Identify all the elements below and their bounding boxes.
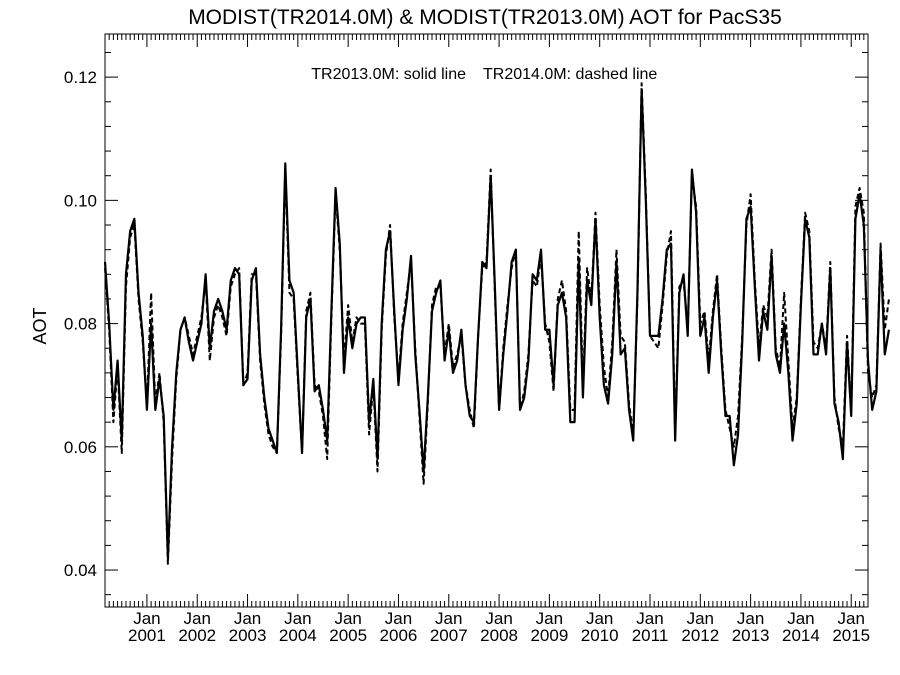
x-tick-label-month: Jan xyxy=(737,609,764,628)
x-tick-label-month: Jan xyxy=(687,609,714,628)
y-tick-label: 0.04 xyxy=(64,561,97,580)
x-tick-label-year: 2001 xyxy=(128,626,166,645)
series-line-tr2013-0m xyxy=(103,88,891,559)
x-tick-label-year: 2014 xyxy=(782,626,820,645)
y-tick-label: 0.12 xyxy=(64,68,97,87)
x-tick-label-month: Jan xyxy=(636,609,663,628)
x-tick-label-month: Jan xyxy=(485,609,512,628)
x-axis: Jan2001Jan2002Jan2003Jan2004Jan2005Jan20… xyxy=(104,34,870,645)
plot-frame xyxy=(104,33,869,608)
y-tick-label: 0.10 xyxy=(64,191,97,210)
plot-area xyxy=(104,33,869,608)
x-tick-label-year: 2015 xyxy=(832,626,870,645)
y-axis-label: AOT xyxy=(30,307,50,344)
x-tick-label-month: Jan xyxy=(284,609,311,628)
x-tick-label-year: 2013 xyxy=(732,626,770,645)
x-tick-label-year: 2003 xyxy=(229,626,267,645)
legend-dashed-note: TR2014.0M: dashed line xyxy=(483,66,657,83)
x-tick-label-year: 2011 xyxy=(632,626,669,645)
x-tick-label-month: Jan xyxy=(586,609,613,628)
x-tick-label-month: Jan xyxy=(385,609,412,628)
x-tick-label-month: Jan xyxy=(234,609,261,628)
x-tick-label-year: 2010 xyxy=(581,626,619,645)
x-tick-label-month: Jan xyxy=(536,609,563,628)
x-tick-label-month: Jan xyxy=(133,609,160,628)
x-tick-label-month: Jan xyxy=(787,609,814,628)
x-tick-label-month: Jan xyxy=(838,609,865,628)
y-axis: 0.04 0.06 0.08 0.10 0.12 xyxy=(64,51,868,596)
x-tick-label-month: Jan xyxy=(334,609,361,628)
x-tick-label-month: Jan xyxy=(435,609,462,628)
y-tick-label: 0.08 xyxy=(64,315,97,334)
x-tick-label-year: 2007 xyxy=(430,626,468,645)
legend-solid-note: TR2013.0M: solid line xyxy=(311,66,466,83)
series-layer xyxy=(103,82,891,565)
x-tick-label-year: 2006 xyxy=(380,626,418,645)
x-tick-label-year: 2004 xyxy=(279,626,317,645)
x-tick-label-year: 2002 xyxy=(178,626,216,645)
x-tick-label-year: 2012 xyxy=(681,626,719,645)
x-tick-label-month: Jan xyxy=(184,609,211,628)
y-tick-label: 0.06 xyxy=(64,438,97,457)
x-tick-label-year: 2005 xyxy=(329,626,367,645)
x-tick-label-year: 2009 xyxy=(530,626,568,645)
chart-title: MODIST(TR2014.0M) & MODIST(TR2013.0M) AO… xyxy=(188,6,782,29)
x-tick-label-year: 2008 xyxy=(480,626,518,645)
